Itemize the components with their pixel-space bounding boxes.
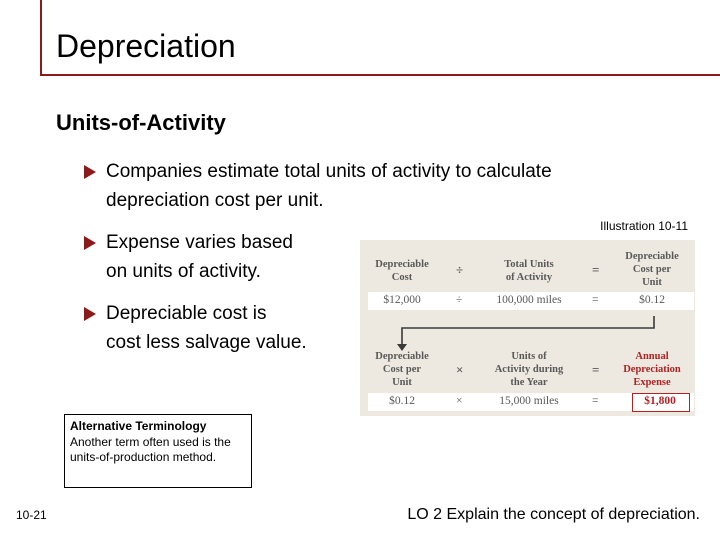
illustration-formula-panel: Depreciable Cost ÷ Total Units of Activi… <box>360 240 695 416</box>
multiply-operator: × <box>456 362 464 377</box>
divide-operator: ÷ <box>456 262 464 277</box>
row2-cost-per-unit-value: $0.12 <box>389 395 415 407</box>
equals-operator-2: = <box>592 362 600 377</box>
row1-total-units-header: Total Units of Activity <box>504 259 554 283</box>
row1-total-units-value: 100,000 miles <box>496 294 562 306</box>
bullet-arrow-icon <box>84 236 96 250</box>
equals-operator: = <box>592 262 600 277</box>
bullet-3-line1: Depreciable cost is <box>106 303 267 324</box>
title-accent-line <box>40 0 42 75</box>
row2-values-strip <box>368 393 694 411</box>
row2-cost-per-unit-header: Depreciable Cost per Unit <box>375 351 429 388</box>
connector-arrow-icon <box>397 316 655 351</box>
bullet-arrow-icon <box>84 307 96 321</box>
bullet-1-line2: depreciation cost per unit. <box>106 190 324 211</box>
row2-units-of-activity-header: Units of Activity during the Year <box>494 351 564 388</box>
row2-annual-depreciation-header: Annual Depreciation Expense <box>623 351 681 388</box>
bullet-3-line2: cost less salvage value. <box>106 332 307 353</box>
learning-objective: LO 2 Explain the concept of depreciation… <box>407 506 700 523</box>
row1-cost-per-unit-header: Depreciable Cost per Unit <box>625 251 679 288</box>
slide-title: Depreciation <box>56 28 236 64</box>
result-highlight-box <box>632 393 690 412</box>
bullet-arrow-icon <box>84 165 96 179</box>
bullet-1-line1: Companies estimate total units of activi… <box>106 161 552 182</box>
alternative-terminology-body: Another term often used is the units-of-… <box>70 435 231 464</box>
row1-cost-per-unit-value: $0.12 <box>639 294 665 306</box>
slide-number: 10-21 <box>16 508 47 522</box>
slide-subtitle: Units-of-Activity <box>56 110 226 135</box>
title-rule <box>40 74 720 76</box>
bullet-2-line1: Expense varies based <box>106 232 293 253</box>
row2-multiply-value-op: × <box>456 395 463 407</box>
row2-annual-depreciation-value: $1,800 <box>644 395 676 407</box>
row1-values-strip <box>368 292 694 310</box>
alternative-terminology-title: Alternative Terminology <box>70 419 207 433</box>
row2-units-value: 15,000 miles <box>499 395 559 407</box>
row1-equals-value-op: = <box>592 294 599 306</box>
row2-equals-value-op: = <box>592 395 599 407</box>
row1-depreciable-cost-value: $12,000 <box>383 294 421 306</box>
alternative-terminology-box: Alternative Terminology Another term oft… <box>64 414 252 488</box>
row1-depreciable-cost-header: Depreciable Cost <box>375 259 429 283</box>
bullet-2-line2: on units of activity. <box>106 261 261 282</box>
illustration-label: Illustration 10-11 <box>600 219 688 233</box>
row1-divide-value-op: ÷ <box>456 294 463 306</box>
